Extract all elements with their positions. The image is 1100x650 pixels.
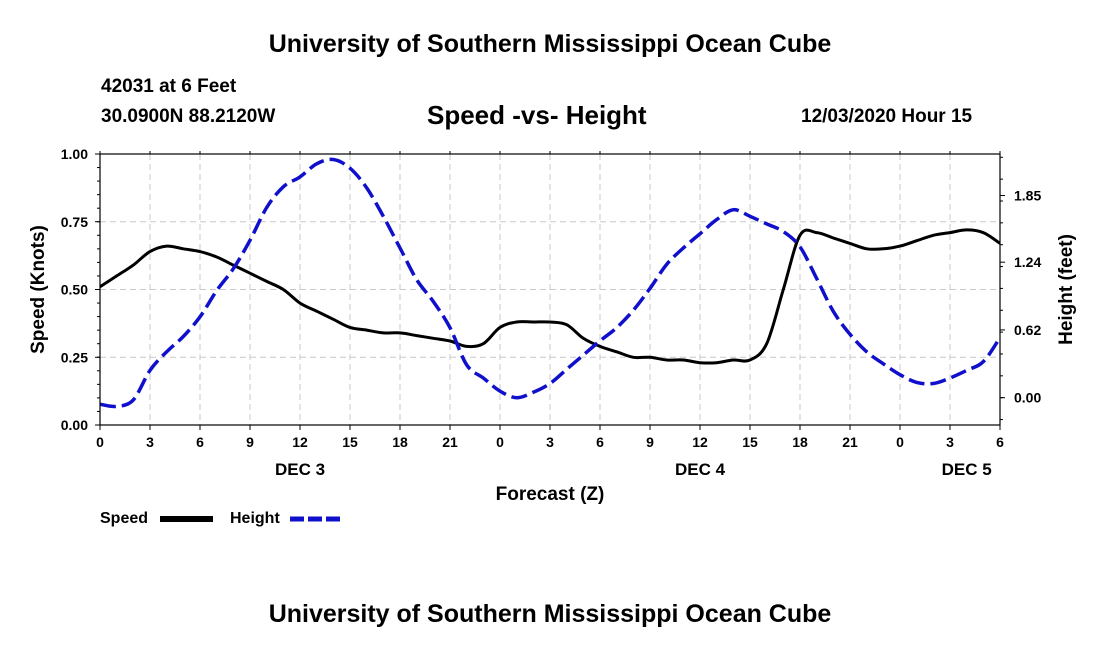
x-tick-label: 3	[946, 434, 954, 450]
x-tick-label: 12	[692, 434, 708, 450]
legend-speed-label: Speed	[100, 510, 149, 527]
x-tick-label: 21	[842, 434, 858, 450]
datetime-label: 12/03/2020 Hour 15	[801, 106, 973, 127]
axis-ticks: 0 3 6 9 12 15 18 21 0 3 6 9 12 15 18 21 0 3 6 0.00 0.25 0.50 0…	[61, 146, 1042, 479]
x-tick-label: 15	[342, 434, 358, 450]
legend-height-swatch	[290, 516, 344, 522]
x-tick-label: 9	[246, 434, 254, 450]
date-label: DEC 3	[275, 460, 325, 479]
date-label: DEC 5	[942, 460, 992, 479]
grid	[100, 154, 1000, 425]
y2-axis-title: Height (feet)	[1056, 234, 1077, 345]
x-tick-label: 15	[742, 434, 758, 450]
y-tick-label: 0.50	[61, 282, 88, 298]
x-tick-label: 18	[792, 434, 808, 450]
y-tick-label: 0.00	[61, 417, 88, 433]
y-axis-title: Speed (Knots)	[28, 225, 49, 354]
x-tick-label: 9	[646, 434, 654, 450]
x-tick-label: 0	[496, 434, 504, 450]
page-title-top: University of Southern Mississippi Ocean…	[268, 30, 832, 58]
x-tick-label: 6	[196, 434, 204, 450]
x-tick-label: 6	[596, 434, 604, 450]
x-tick-label: 12	[292, 434, 308, 450]
x-tick-label: 21	[442, 434, 458, 450]
page-title-bottom: University of Southern Mississippi Ocean…	[268, 600, 832, 628]
x-tick-label: 0	[96, 434, 104, 450]
speed-series-line	[100, 228, 1000, 365]
height-series-line	[100, 157, 1000, 409]
y-tick-label: 0.25	[61, 349, 88, 365]
chart-subtitle: Speed -vs- Height	[427, 100, 647, 130]
y2-tick-label: 1.85	[1014, 188, 1041, 204]
series	[100, 157, 1000, 409]
x-axis-title: Forecast (Z)	[496, 484, 605, 505]
x-tick-label: 3	[546, 434, 554, 450]
x-tick-label: 3	[146, 434, 154, 450]
legend-speed-swatch	[160, 516, 213, 522]
y-tick-label: 0.75	[61, 214, 88, 230]
legend-height-label: Height	[230, 510, 280, 527]
coordinates-label: 30.0900N 88.2120W	[101, 106, 276, 127]
x-tick-label: 6	[996, 434, 1004, 450]
y2-tick-label: 1.24	[1014, 254, 1041, 270]
x-tick-label: 0	[896, 434, 904, 450]
y2-tick-label: 0.00	[1014, 390, 1041, 406]
y2-tick-label: 0.62	[1014, 322, 1041, 338]
y-tick-label: 1.00	[61, 146, 88, 162]
date-label: DEC 4	[675, 460, 726, 479]
plot-frame	[99, 153, 1001, 426]
station-label: 42031 at 6 Feet	[101, 76, 237, 97]
x-tick-label: 18	[392, 434, 408, 450]
